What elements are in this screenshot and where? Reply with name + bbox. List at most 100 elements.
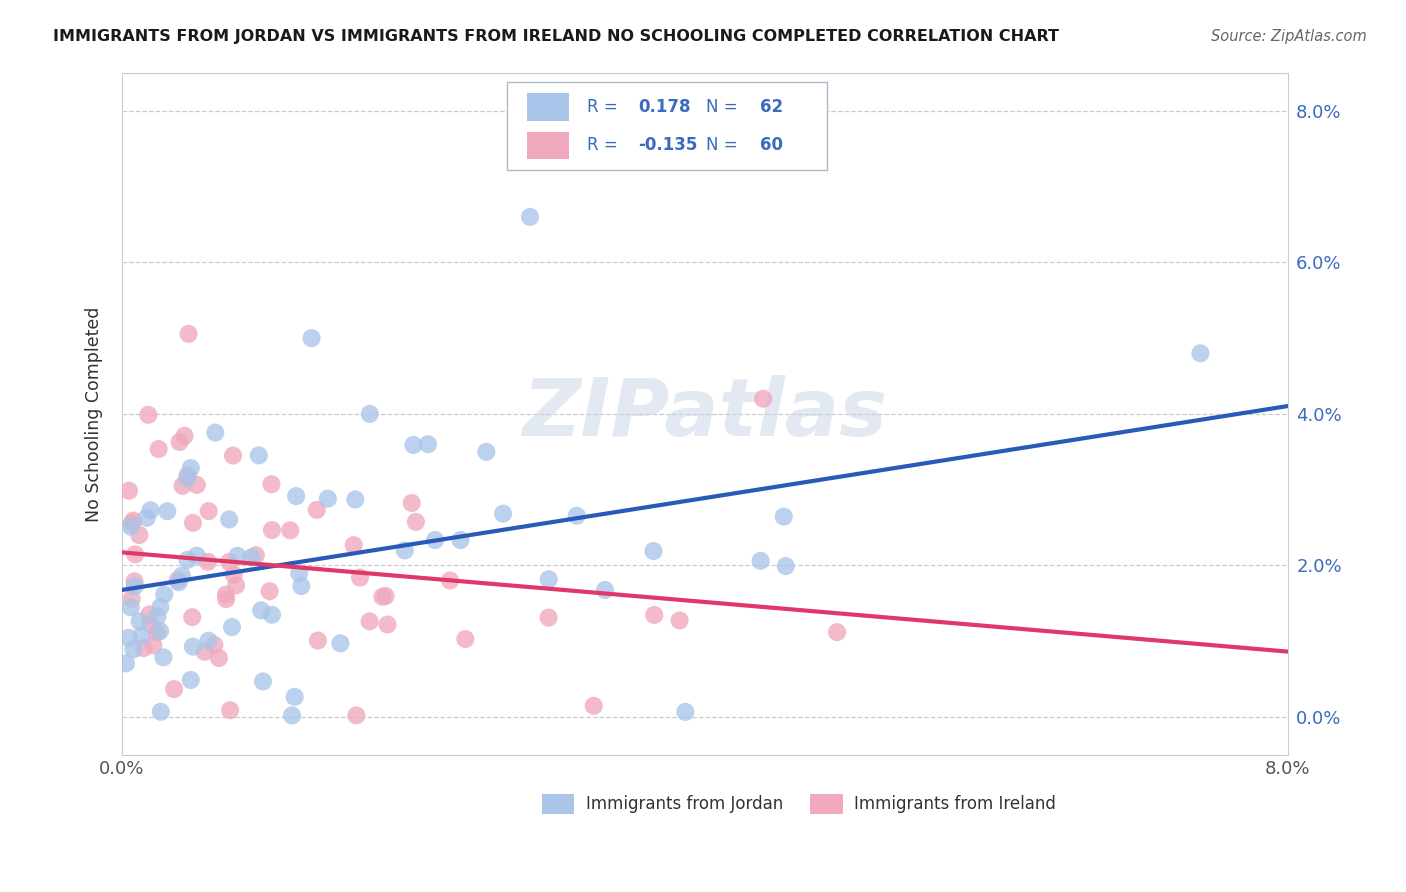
Point [247, 449, 270, 463]
Point [172, 479, 194, 493]
Point [149, 624, 172, 638]
Point [122, 514, 145, 528]
Point [226, 549, 249, 563]
Point [245, 548, 267, 562]
Point [152, 650, 174, 665]
Point [582, 698, 605, 713]
Point [301, 331, 323, 345]
Point [163, 682, 186, 697]
Point [377, 617, 399, 632]
Point [374, 589, 396, 603]
Point [149, 599, 172, 614]
Point [149, 705, 172, 719]
Point [329, 636, 352, 650]
Y-axis label: No Schooling Completed: No Schooling Completed [86, 306, 103, 522]
Point [181, 640, 204, 654]
Point [252, 674, 274, 689]
Point [278, 524, 301, 538]
Point [202, 638, 225, 652]
Text: N =: N = [706, 136, 738, 154]
Point [218, 512, 240, 526]
Point [343, 538, 366, 552]
FancyBboxPatch shape [541, 794, 575, 814]
Text: 62: 62 [759, 98, 783, 116]
Point [349, 570, 371, 584]
Point [537, 610, 560, 624]
Point [166, 573, 188, 587]
Point [454, 632, 477, 646]
Point [405, 515, 427, 529]
Point [197, 504, 219, 518]
Point [259, 584, 281, 599]
Point [225, 578, 247, 592]
Point [218, 555, 240, 569]
Point [115, 657, 138, 671]
Point [475, 444, 498, 458]
Point [749, 554, 772, 568]
Point [153, 587, 176, 601]
Point [593, 582, 616, 597]
Point [772, 509, 794, 524]
Point [344, 492, 367, 507]
Point [285, 489, 308, 503]
Point [186, 478, 208, 492]
Point [401, 496, 423, 510]
Point [423, 533, 446, 547]
Point [752, 392, 775, 406]
Point [359, 407, 381, 421]
Point [124, 579, 146, 593]
Text: -0.135: -0.135 [638, 136, 697, 154]
Point [643, 544, 665, 558]
Point [138, 607, 160, 622]
Point [131, 629, 153, 643]
Point [439, 574, 461, 588]
Point [359, 615, 381, 629]
Point [142, 639, 165, 653]
Point [194, 645, 217, 659]
Point [181, 610, 204, 624]
Point [215, 588, 238, 602]
Point [169, 435, 191, 450]
FancyBboxPatch shape [506, 82, 827, 170]
Point [284, 690, 307, 704]
FancyBboxPatch shape [527, 132, 568, 159]
Point [139, 503, 162, 517]
Point [222, 567, 245, 582]
Point [219, 703, 242, 717]
Point [222, 449, 245, 463]
Point [240, 550, 263, 565]
Point [316, 491, 339, 506]
Point [146, 625, 169, 640]
Point [673, 705, 696, 719]
Point [1189, 346, 1212, 360]
Point [120, 519, 142, 533]
Point [118, 483, 141, 498]
Point [394, 543, 416, 558]
Point [128, 615, 150, 629]
Point [371, 590, 394, 604]
Text: 60: 60 [759, 136, 783, 154]
Point [176, 471, 198, 485]
Point [825, 625, 848, 640]
Point [305, 503, 328, 517]
Point [290, 579, 312, 593]
Point [215, 592, 238, 607]
Point [176, 553, 198, 567]
Text: Source: ZipAtlas.com: Source: ZipAtlas.com [1211, 29, 1367, 44]
Point [537, 572, 560, 586]
Point [180, 461, 202, 475]
Point [167, 575, 190, 590]
Point [128, 528, 150, 542]
FancyBboxPatch shape [810, 794, 842, 814]
Point [221, 620, 243, 634]
Point [565, 508, 588, 523]
Point [197, 555, 219, 569]
Point [181, 516, 204, 530]
Text: N =: N = [706, 98, 738, 116]
Point [260, 477, 283, 491]
Point [288, 566, 311, 581]
Point [124, 574, 146, 589]
Point [416, 437, 439, 451]
Point [643, 607, 665, 622]
Point [450, 533, 472, 547]
